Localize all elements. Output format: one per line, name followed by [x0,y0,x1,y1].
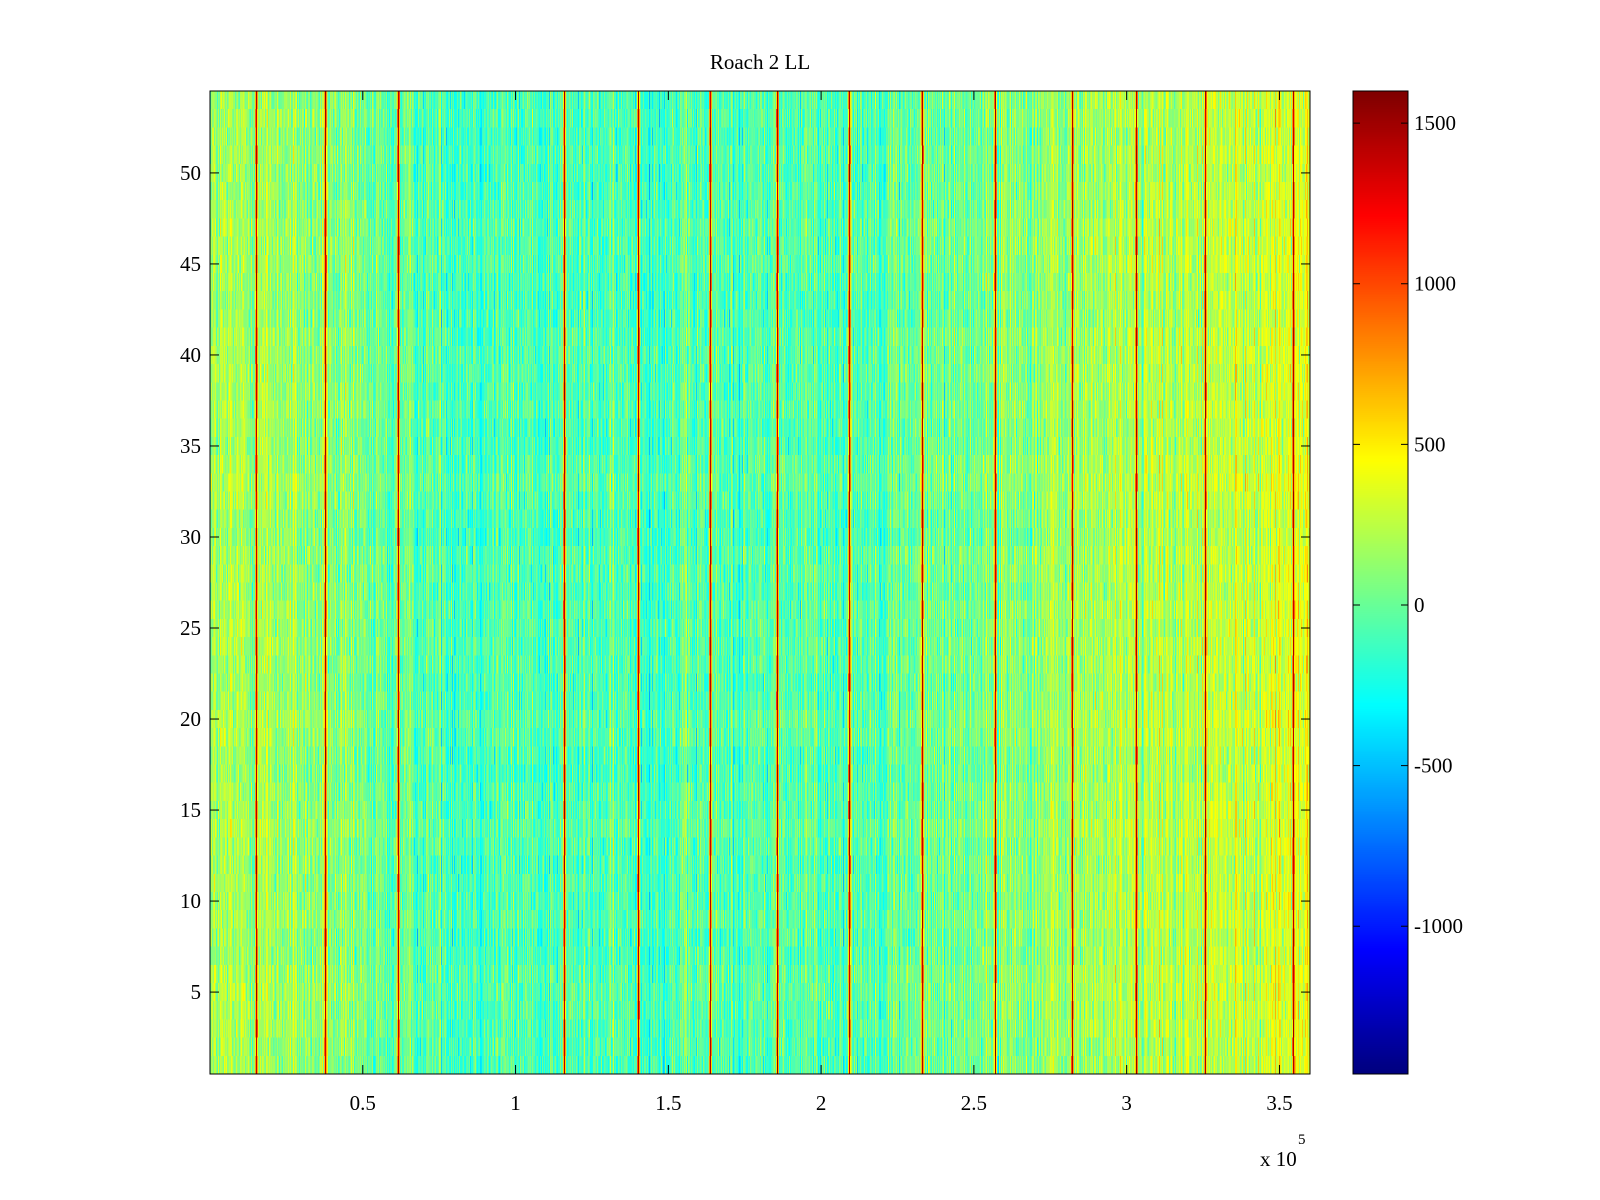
x-tick-label: 3.5 [1266,1091,1292,1115]
x-tick-label: 1.5 [655,1091,681,1115]
y-tick-label: 35 [180,434,201,458]
y-tick-label: 45 [180,252,201,276]
y-tick-label: 10 [180,889,201,913]
x-tick-label: 3 [1121,1091,1132,1115]
y-tick-label: 20 [180,707,201,731]
x-multiplier-base: x 10 [1260,1147,1297,1171]
colorbar-tick-label: 0 [1414,593,1425,617]
chart-title: Roach 2 LL [710,50,810,74]
plot-frame [209,90,1311,1075]
y-tick-label: 15 [180,798,201,822]
colorbar-tick-label: -1000 [1414,914,1463,938]
x-tick-label: 0.5 [350,1091,376,1115]
y-tick-label: 40 [180,343,201,367]
x-tick-label: 2 [816,1091,827,1115]
heatmap-image [210,91,1310,1074]
x-axis-ticks: 0.5 1 1.5 2 2.5 3 3.5 [350,91,1293,1115]
colorbar-tick-label: 500 [1414,432,1446,456]
y-tick-label: 30 [180,525,201,549]
x-tick-label: 2.5 [961,1091,987,1115]
y-axis-ticks: 5 10 15 20 25 30 35 40 45 50 [180,161,1310,1004]
y-tick-label: 25 [180,616,201,640]
colorbar-frame [1352,90,1409,1075]
x-multiplier-exponent: 5 [1298,1132,1306,1148]
colorbar-tick-label: 1000 [1414,272,1456,296]
colorbar-tick-label: -500 [1414,754,1453,778]
colorbar-ticks: -1000 -500 0 500 1000 1500 [1353,111,1463,938]
colorbar-gradient [1353,91,1408,1074]
y-tick-label: 50 [180,161,201,185]
colorbar-tick-label: 1500 [1414,111,1456,135]
y-tick-label: 5 [191,980,202,1004]
x-tick-label: 1 [510,1091,521,1115]
